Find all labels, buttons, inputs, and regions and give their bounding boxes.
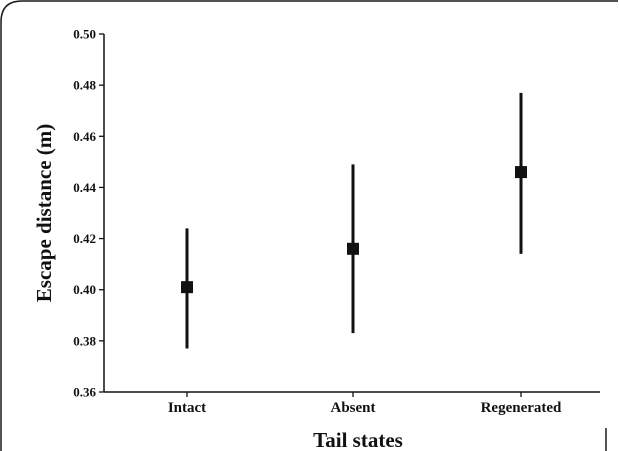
mean-marker <box>347 242 359 255</box>
x-tick-label: Intact <box>168 400 206 416</box>
y-tick-label: 0.36 <box>73 385 96 400</box>
x-axis-ticks: Intact Absent Regenerated <box>168 392 562 416</box>
x-tick-label: Absent <box>330 400 375 416</box>
y-tick-label: 0.44 <box>73 180 96 195</box>
y-tick-label: 0.48 <box>73 78 96 93</box>
x-tick-label: Regenerated <box>481 400 562 416</box>
data-marks <box>181 92 527 349</box>
y-tick-label: 0.42 <box>73 231 96 246</box>
y-tick-label: 0.38 <box>73 333 96 348</box>
y-tick-label: 0.40 <box>73 282 96 297</box>
y-axis-title: Escape distance (m) <box>32 124 56 302</box>
mean-marker <box>181 281 193 294</box>
x-axis-title: Tail states <box>313 428 403 451</box>
y-tick-label: 0.46 <box>73 129 96 144</box>
y-axis-ticks: 0.36 0.38 0.40 0.42 0.44 0.46 0.48 0.50 <box>73 27 104 400</box>
mean-marker <box>515 166 527 179</box>
y-tick-label: 0.50 <box>73 27 96 42</box>
